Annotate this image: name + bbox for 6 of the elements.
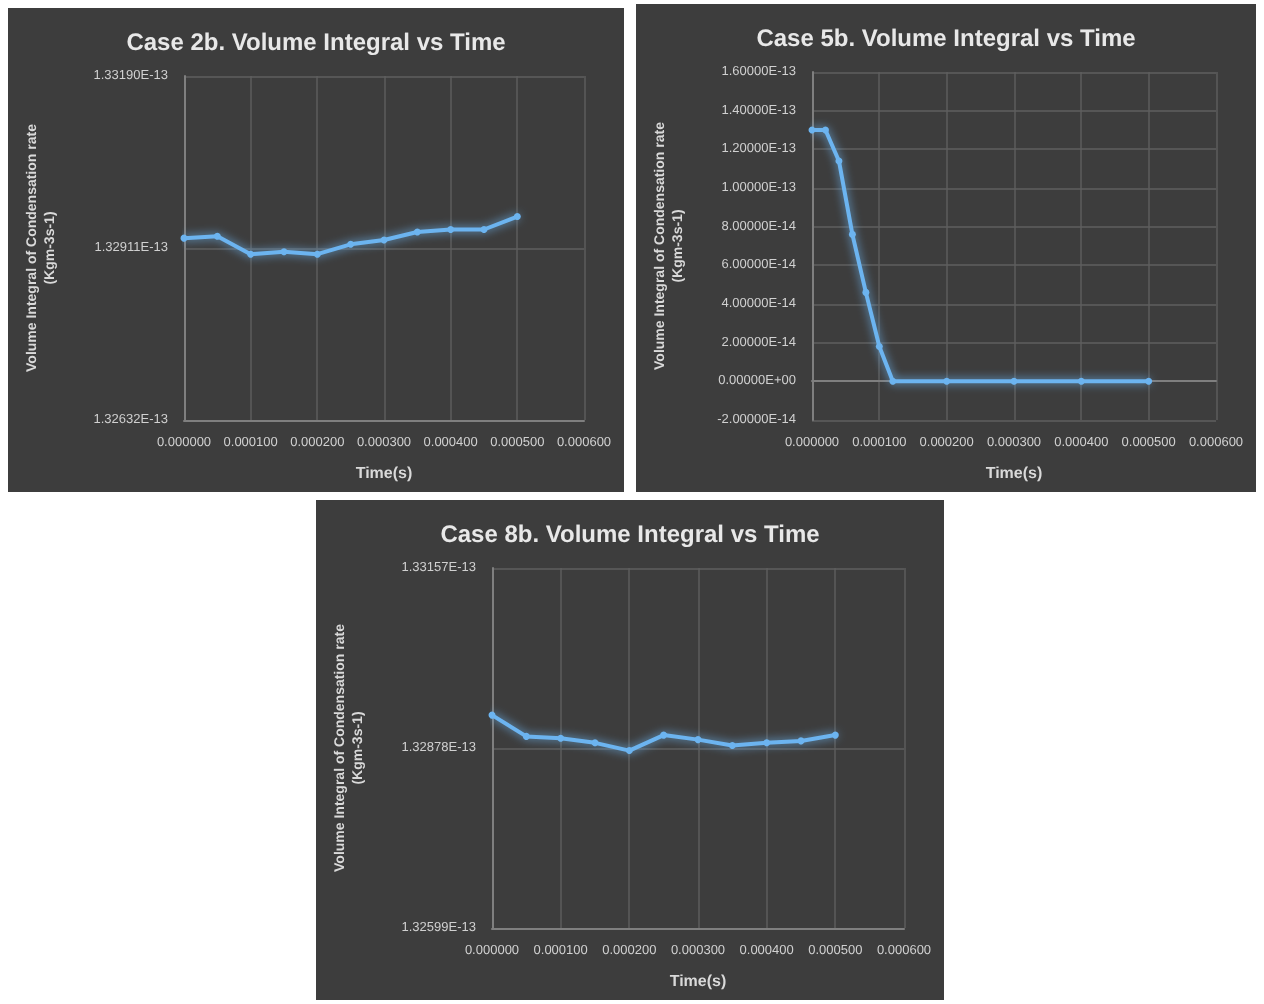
chart-title: Case 5b. Volume Integral vs Time [756,24,1137,52]
x-axis-title: Time(s) [355,464,413,482]
x-axis-title: Time(s) [669,972,727,990]
x-axis-title: Time(s) [985,464,1043,482]
chart-title: Case 2b. Volume Integral vs Time [126,28,507,56]
chart-title: Case 8b. Volume Integral vs Time [440,520,821,548]
